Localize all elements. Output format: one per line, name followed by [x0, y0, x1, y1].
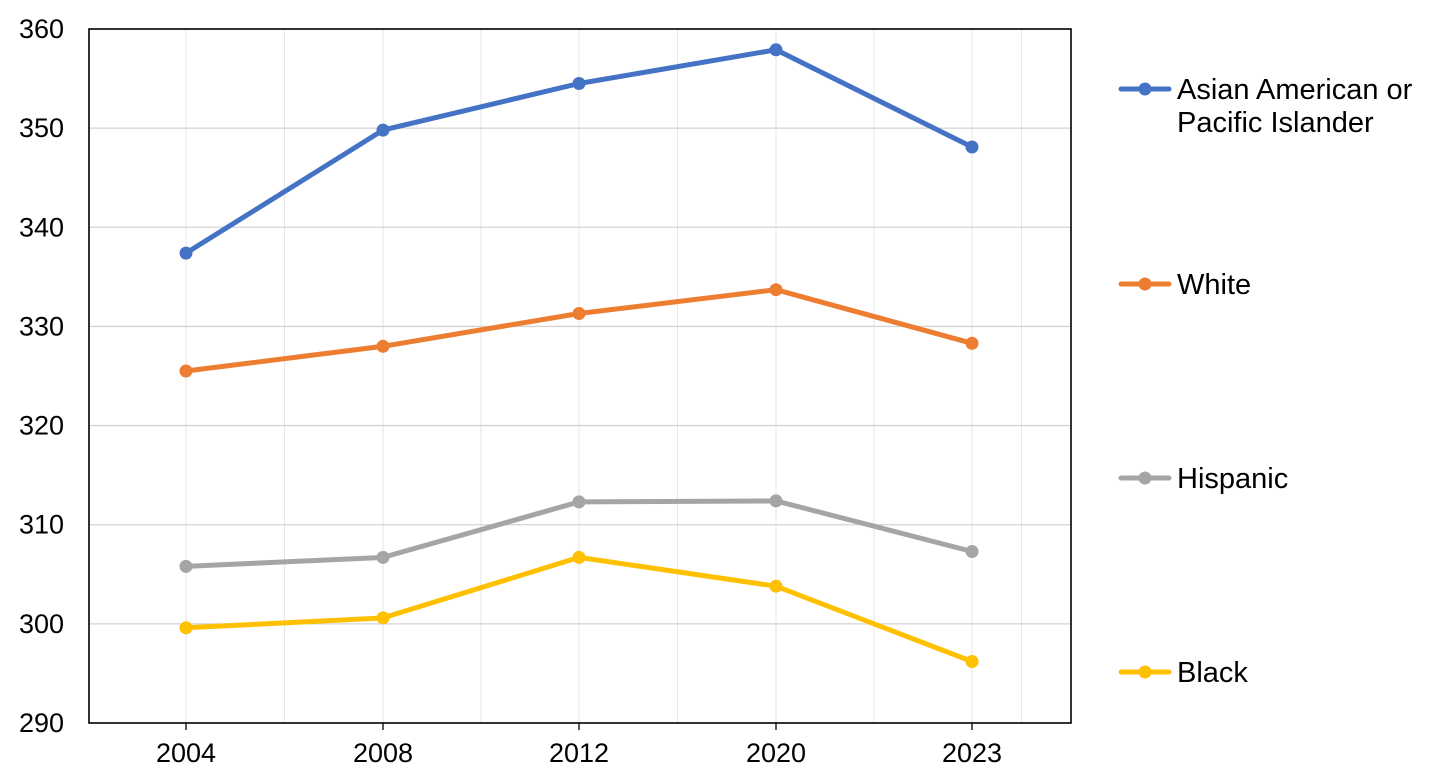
data-point-white	[965, 336, 979, 350]
data-point-white	[179, 364, 193, 378]
ticks-layer: 290 300 310 320 330 340 350 360 2004 2008 2012 2020…	[19, 14, 1002, 768]
legend-swatch-marker	[1138, 277, 1152, 291]
x-tick-label: 2012	[549, 738, 609, 768]
legend-swatch-marker	[1138, 82, 1152, 96]
data-point-asian-american-or-pacific-islander	[572, 77, 586, 90]
data-point-black	[572, 550, 586, 564]
data-point-hispanic	[769, 494, 783, 508]
data-point-asian-american-or-pacific-islander	[965, 140, 979, 154]
y-tick-label: 360	[19, 14, 64, 44]
legend-label: White	[1177, 269, 1251, 301]
data-point-hispanic	[965, 545, 979, 558]
legend-label: Asian American or	[1177, 74, 1413, 106]
data-point-hispanic	[179, 559, 193, 573]
legend-label: Black	[1177, 657, 1248, 689]
x-tick-label: 2023	[942, 738, 1002, 768]
y-tick-label: 330	[19, 311, 64, 341]
legend-label: Pacific Islander	[1177, 107, 1374, 139]
legend-item-white: White	[1118, 269, 1251, 301]
data-point-black	[179, 621, 193, 635]
data-point-asian-american-or-pacific-islander	[376, 123, 390, 137]
x-tick-label: 2020	[746, 738, 806, 768]
legend-label: Hispanic	[1177, 463, 1288, 495]
data-point-black	[376, 611, 390, 625]
data-point-black	[769, 579, 783, 593]
legend-swatch-marker	[1138, 471, 1152, 485]
y-tick-label: 310	[19, 510, 64, 540]
series-layer	[179, 43, 979, 668]
legend-item-hispanic: Hispanic	[1118, 463, 1288, 495]
data-point-hispanic	[572, 495, 586, 509]
data-point-asian-american-or-pacific-islander	[179, 246, 193, 260]
y-tick-label: 350	[19, 113, 64, 143]
legend-item-black: Black	[1118, 657, 1248, 689]
data-point-white	[376, 339, 390, 353]
data-point-white	[769, 283, 783, 297]
y-tick-label: 300	[19, 609, 64, 639]
data-point-hispanic	[376, 550, 390, 564]
y-tick-label: 340	[19, 212, 64, 242]
legend-swatch-marker	[1138, 665, 1152, 679]
x-tick-label: 2008	[353, 738, 413, 768]
data-point-asian-american-or-pacific-islander	[769, 43, 783, 57]
x-tick-label: 2004	[156, 738, 216, 768]
grid-layer	[89, 29, 1071, 723]
y-tick-label: 290	[19, 708, 64, 738]
plot-frame	[88, 28, 1072, 724]
data-point-white	[572, 307, 586, 320]
data-point-black	[965, 655, 979, 668]
y-tick-label: 320	[19, 411, 64, 441]
